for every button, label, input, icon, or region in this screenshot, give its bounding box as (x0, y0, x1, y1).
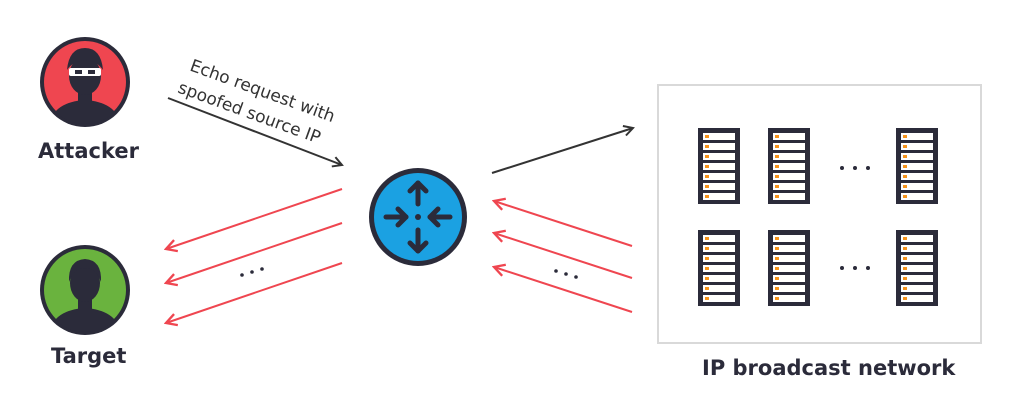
target-label: Target (51, 344, 127, 368)
broadcast-arrow (491, 128, 633, 174)
server-rack-icon (698, 128, 740, 204)
reply-arrows-to-target (166, 188, 343, 323)
server-rack-icon (698, 230, 740, 306)
router-icon (369, 168, 467, 266)
server-rack-icon (768, 230, 810, 306)
more-servers-dots-top (840, 166, 870, 170)
reply-arrows-from-network (494, 201, 633, 313)
reply-dots-right (554, 269, 578, 279)
more-servers-dots-bottom (840, 266, 870, 270)
server-rack-icon (896, 128, 938, 204)
reply-dots-left (240, 267, 264, 277)
attacker-label: Attacker (38, 139, 139, 163)
target-avatar-icon (40, 245, 130, 335)
network-label: IP broadcast network (702, 356, 956, 380)
server-rack-icon (896, 230, 938, 306)
echo-request-arrow (167, 97, 342, 165)
attacker-avatar-icon (40, 37, 130, 127)
server-rack-icon (768, 128, 810, 204)
